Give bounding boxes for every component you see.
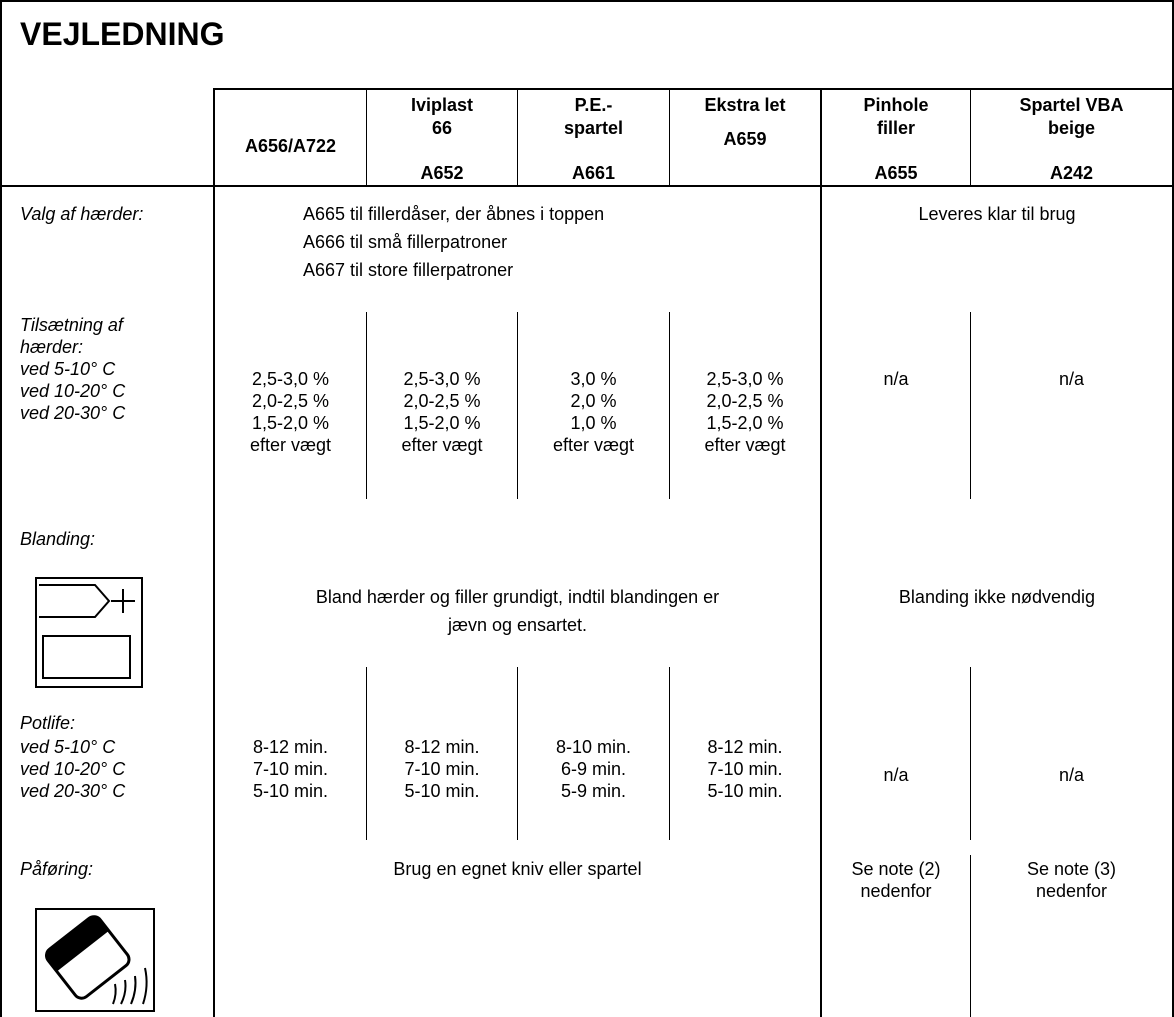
application-divider-5 bbox=[970, 855, 971, 1017]
potlife-c3-v1: 7-10 min. bbox=[707, 759, 783, 779]
addition-c0-v0: 2,5-3,0 % bbox=[251, 369, 330, 389]
application-label: Påføring: bbox=[20, 859, 94, 879]
spatula-icon bbox=[35, 908, 155, 1012]
addition-c3-v1: 2,0-2,5 % bbox=[706, 391, 784, 411]
hardener-choice-label: Valg af hærder: bbox=[20, 204, 144, 224]
addition-temp-1: ved 5-10° C bbox=[20, 359, 116, 379]
potlife-pinhole-na: n/a bbox=[883, 765, 909, 785]
addition-divider-2 bbox=[517, 312, 518, 499]
col-header-1-code: A652 bbox=[420, 163, 464, 183]
addition-c0-v1: 2,0-2,5 % bbox=[251, 391, 330, 411]
addition-divider-3 bbox=[669, 312, 670, 499]
col-header-0: A656/A722 bbox=[244, 136, 337, 156]
potlife-c1-v1: 7-10 min. bbox=[404, 759, 480, 779]
col-divider-4 bbox=[820, 88, 822, 1017]
header-bottom-line bbox=[0, 185, 1174, 187]
addition-c2-v1: 2,0 % bbox=[570, 391, 617, 411]
addition-c2-v3: efter vægt bbox=[552, 435, 635, 455]
addition-c1-v0: 2,5-3,0 % bbox=[403, 369, 481, 389]
potlife-c2-v2: 5-9 min. bbox=[560, 781, 627, 801]
potlife-temp-1: ved 5-10° C bbox=[20, 737, 116, 757]
potlife-spartel-na: n/a bbox=[1058, 765, 1085, 785]
addition-c1-v3: efter vægt bbox=[401, 435, 483, 455]
mixing-text-1: Bland hærder og filler grundigt, indtil … bbox=[315, 587, 720, 607]
col-divider-2 bbox=[517, 88, 518, 186]
potlife-c1-v2: 5-10 min. bbox=[404, 781, 480, 801]
potlife-c1-v0: 8-12 min. bbox=[404, 737, 480, 757]
col-divider-0 bbox=[213, 88, 215, 1017]
addition-c2-v2: 1,0 % bbox=[570, 413, 617, 433]
col-header-3-code: A659 bbox=[723, 129, 767, 149]
border-left bbox=[0, 0, 2, 1017]
potlife-c2-v1: 6-9 min. bbox=[560, 759, 627, 779]
border-right bbox=[1172, 0, 1174, 1017]
addition-c0-v3: efter vægt bbox=[249, 435, 332, 455]
application-pinhole-note-2: nedenfor bbox=[860, 881, 932, 901]
addition-temp-3: ved 20-30° C bbox=[20, 403, 126, 423]
mixing-label: Blanding: bbox=[20, 529, 96, 549]
col-header-4-line2: filler bbox=[876, 118, 915, 138]
col-divider-3 bbox=[669, 88, 670, 186]
potlife-temp-2: ved 10-20° C bbox=[20, 759, 126, 779]
col-header-1-line1: Iviplast bbox=[410, 95, 474, 115]
addition-c1-v1: 2,0-2,5 % bbox=[403, 391, 481, 411]
col-divider-5 bbox=[970, 88, 971, 186]
border-top bbox=[0, 0, 1174, 2]
potlife-label: Potlife: bbox=[20, 713, 76, 733]
header-top-line bbox=[213, 88, 1174, 90]
potlife-c0-v1: 7-10 min. bbox=[252, 759, 329, 779]
addition-c3-v0: 2,5-3,0 % bbox=[706, 369, 784, 389]
mixing-not-needed: Blanding ikke nødvendig bbox=[898, 587, 1096, 607]
col-header-3-line1: Ekstra let bbox=[704, 95, 786, 115]
potlife-divider-2 bbox=[517, 667, 518, 840]
potlife-divider-3 bbox=[669, 667, 670, 840]
hardener-ready: Leveres klar til brug bbox=[918, 204, 1076, 224]
col-header-2-code: A661 bbox=[571, 163, 616, 183]
addition-divider-1 bbox=[366, 312, 367, 499]
hardener-line-2: A666 til små fillerpatroner bbox=[303, 232, 508, 252]
application-text: Brug en egnet kniv eller spartel bbox=[393, 859, 642, 879]
addition-c2-v0: 3,0 % bbox=[570, 369, 617, 389]
col-header-2-line2: spartel bbox=[563, 118, 624, 138]
col-header-5-line2: beige bbox=[1047, 118, 1095, 138]
potlife-temp-3: ved 20-30° C bbox=[20, 781, 126, 801]
col-header-4-line1: Pinhole bbox=[863, 95, 929, 115]
addition-c1-v2: 1,5-2,0 % bbox=[403, 413, 481, 433]
addition-label-1: Tilsætning af bbox=[20, 315, 123, 335]
application-spartel-note-1: Se note (3) bbox=[1026, 859, 1117, 879]
potlife-c2-v0: 8-10 min. bbox=[555, 737, 632, 757]
col-header-5-line1: Spartel VBA bbox=[1019, 95, 1124, 115]
col-divider-1 bbox=[366, 88, 367, 186]
potlife-c3-v0: 8-12 min. bbox=[707, 737, 783, 757]
potlife-divider-1 bbox=[366, 667, 367, 840]
addition-c3-v3: efter vægt bbox=[704, 435, 786, 455]
addition-c3-v2: 1,5-2,0 % bbox=[706, 413, 784, 433]
col-header-1-line2: 66 bbox=[431, 118, 453, 138]
mixing-text-2: jævn og ensartet. bbox=[447, 615, 588, 635]
potlife-c0-v2: 5-10 min. bbox=[252, 781, 329, 801]
mixing-icon bbox=[35, 577, 143, 688]
addition-c0-v2: 1,5-2,0 % bbox=[251, 413, 330, 433]
addition-spartel-na: n/a bbox=[1058, 369, 1085, 389]
potlife-c0-v0: 8-12 min. bbox=[252, 737, 329, 757]
page-title: VEJLEDNING bbox=[20, 16, 225, 52]
addition-divider-5 bbox=[970, 312, 971, 499]
potlife-divider-5 bbox=[970, 667, 971, 840]
addition-label-2: hærder: bbox=[20, 337, 84, 357]
potlife-c3-v2: 5-10 min. bbox=[707, 781, 783, 801]
hardener-line-1: A665 til fillerdåser, der åbnes i toppen bbox=[303, 204, 605, 224]
addition-pinhole-na: n/a bbox=[883, 369, 909, 389]
col-header-4-code: A655 bbox=[874, 163, 918, 183]
col-header-2-line1: P.E.- bbox=[574, 95, 613, 115]
application-pinhole-note-1: Se note (2) bbox=[851, 859, 941, 879]
col-header-5-code: A242 bbox=[1049, 163, 1094, 183]
addition-temp-2: ved 10-20° C bbox=[20, 381, 126, 401]
hardener-line-3: A667 til store fillerpatroner bbox=[303, 260, 514, 280]
application-spartel-note-2: nedenfor bbox=[1035, 881, 1108, 901]
